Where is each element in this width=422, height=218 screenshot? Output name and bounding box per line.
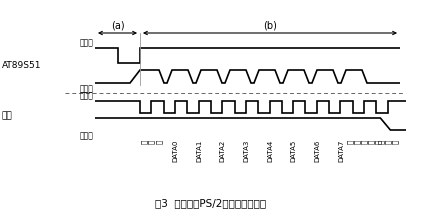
Text: 时钟线: 时钟线: [79, 91, 93, 100]
Text: DATA1: DATA1: [196, 140, 202, 162]
Text: 停
止
位: 停 止 位: [378, 140, 399, 144]
Text: 数据线: 数据线: [79, 84, 93, 93]
Text: DATA6: DATA6: [314, 140, 320, 162]
Text: 鼠标: 鼠标: [2, 111, 13, 120]
Text: DATA4: DATA4: [267, 140, 273, 162]
Text: DATA2: DATA2: [220, 140, 226, 162]
Text: 奇
偶
校
验
位: 奇 偶 校 验 位: [347, 140, 382, 144]
Text: DATA0: DATA0: [173, 140, 179, 162]
Text: AT89S51: AT89S51: [2, 61, 41, 70]
Text: 时钟线: 时钟线: [79, 38, 93, 47]
Text: (a): (a): [111, 21, 124, 31]
Text: DATA5: DATA5: [291, 140, 297, 162]
Text: DATA7: DATA7: [338, 140, 344, 162]
Text: 数据线: 数据线: [79, 131, 93, 140]
Text: 开
始
位: 开 始 位: [141, 140, 162, 144]
Text: 图3  单片机对PS/2设备通信的时序: 图3 单片机对PS/2设备通信的时序: [155, 198, 267, 208]
Text: DATA3: DATA3: [243, 140, 249, 162]
Text: (b): (b): [263, 21, 277, 31]
